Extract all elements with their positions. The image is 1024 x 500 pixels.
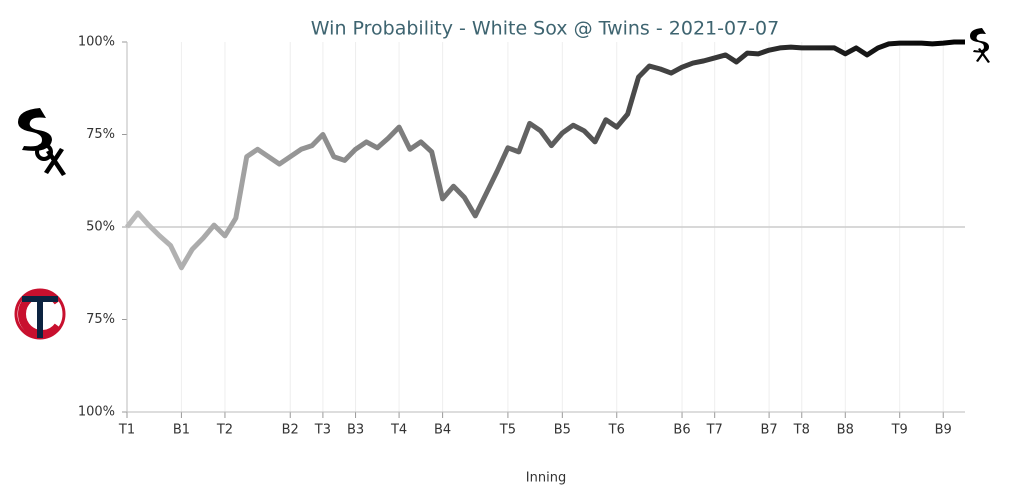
- white-sox-logo: [18, 108, 66, 176]
- x-axis-label: Inning: [526, 471, 566, 486]
- x-tick-label: B9: [935, 423, 952, 438]
- twins-logo: [14, 288, 66, 340]
- x-tick-label: T6: [608, 423, 625, 438]
- y-tick-label: 50%: [86, 220, 115, 235]
- x-tick-label: T1: [118, 423, 135, 438]
- y-tick-label: 75%: [86, 127, 115, 142]
- x-tick-label: B6: [673, 423, 690, 438]
- y-tick-label: 100%: [78, 35, 115, 50]
- x-tick-label: B5: [554, 423, 571, 438]
- x-tick-label: B4: [434, 423, 451, 438]
- x-tick-label: T4: [390, 423, 407, 438]
- x-tick-label: T5: [499, 423, 516, 438]
- x-tick-label: B2: [282, 423, 299, 438]
- x-tick-label: T9: [891, 423, 908, 438]
- line: [125, 39, 965, 271]
- x-tick-label: B1: [173, 423, 190, 438]
- x-tick-label: T3: [314, 423, 331, 438]
- y-tick-label: 75%: [86, 312, 115, 327]
- x-tick-label: T8: [793, 423, 810, 438]
- x-tick-label: B8: [837, 423, 854, 438]
- white-sox-logo-end: [970, 28, 990, 63]
- y-tick-label: 100%: [78, 405, 115, 420]
- x-tick-label: B7: [761, 423, 778, 438]
- x-tick-label: B3: [347, 423, 364, 438]
- x-tick-label: T2: [216, 423, 233, 438]
- chart-title: Win Probability - White Sox @ Twins - 20…: [311, 18, 779, 40]
- x-tick-label: T7: [706, 423, 723, 438]
